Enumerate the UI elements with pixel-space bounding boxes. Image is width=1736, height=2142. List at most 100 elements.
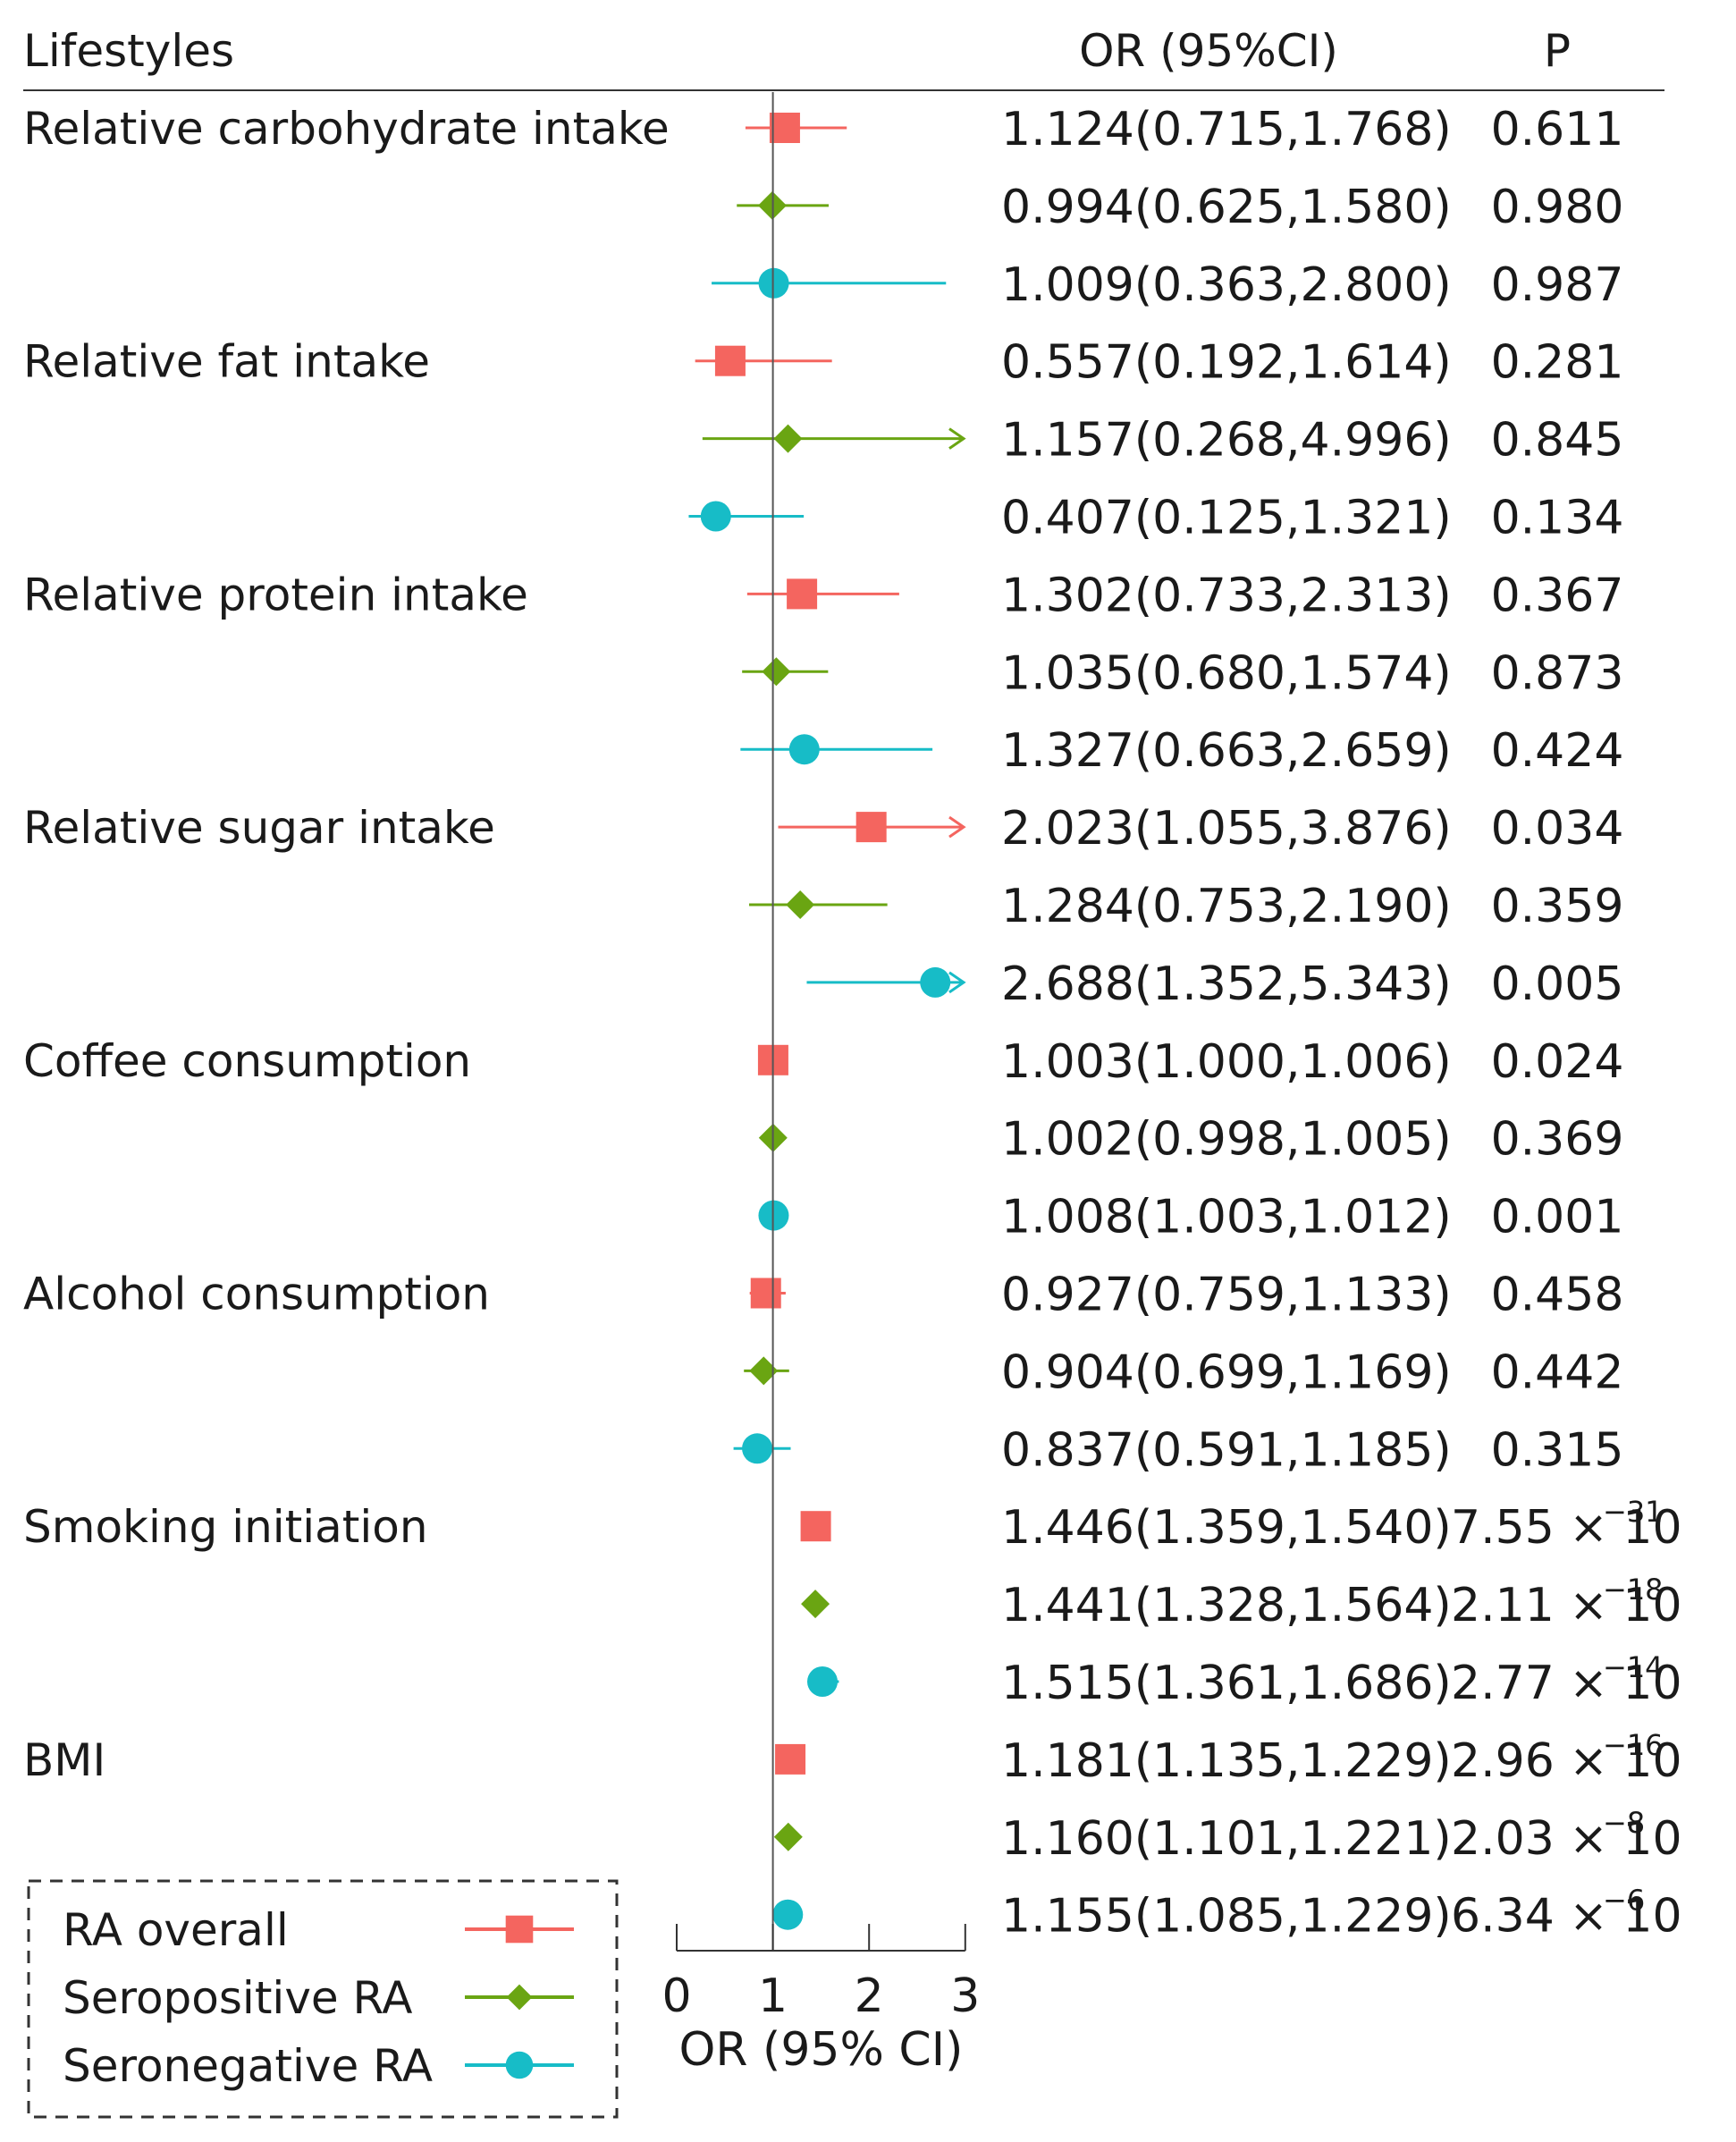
legend: RA overall Seropositive RA Seronegative RA [27,1879,619,2119]
p-value: 0.442 [1491,1345,1624,1399]
p-value: 0.458 [1491,1269,1624,1322]
ci-arrow [948,815,966,839]
or-ci-value: 2.688(1.352,5.343) [1001,957,1452,1011]
header-or-ci: OR (95%CI) [1079,25,1338,77]
or-ci-value: 1.446(1.359,1.540) [1001,1501,1452,1555]
x-tick-label: 2 [855,1969,884,2023]
point-estimate [801,1590,830,1619]
point-estimate [800,1511,831,1542]
p-value: 0.369 [1491,1113,1624,1167]
or-ci-value: 0.904(0.699,1.169) [1001,1345,1452,1399]
or-ci-value: 1.003(1.000,1.006) [1001,1035,1452,1089]
legend-entries: RA overall Seropositive RA Seronegative RA [63,1904,574,2092]
or-ci-value: 1.157(0.268,4.996) [1001,414,1452,468]
or-ci-value: 1.181(1.135,1.229) [1001,1734,1452,1788]
x-tick-label: 0 [662,1969,691,2023]
group-label: Smoking initiation [23,1501,428,1553]
p-exponent: −31 [1603,1495,1664,1529]
or-ci-value: 1.515(1.361,1.686) [1001,1657,1452,1710]
group-label: Relative sugar intake [23,802,495,854]
group-label: Alcohol consumption [23,1269,490,1320]
p-value: 2.96 × 10 [1451,1734,1682,1788]
ci-arrow [948,427,966,450]
p-value: 0.281 [1491,336,1624,390]
p-value: 0.611 [1491,103,1624,156]
p-exponent: −18 [1603,1573,1664,1606]
point-estimate [773,1822,803,1851]
or-ci-value: 0.837(0.591,1.185) [1001,1423,1452,1477]
or-ci-value: 1.155(1.085,1.229) [1001,1890,1452,1944]
point-estimate [772,1899,804,1930]
or-ci-value: 1.327(0.663,2.659) [1001,724,1452,778]
p-exponent: −16 [1603,1728,1664,1762]
rows-layer: Relative carbohydrate intake 1.124(0.715,… [23,103,1682,1944]
legend-label: RA overall [63,1904,289,1956]
p-value: 0.005 [1491,957,1624,1011]
p-value: 0.134 [1491,492,1624,545]
p-value: 0.034 [1491,802,1624,856]
point-estimate [855,812,887,843]
or-ci-value: 0.407(0.125,1.321) [1001,492,1452,545]
or-ci-value: 1.284(0.753,2.190) [1001,880,1452,933]
or-ci-value: 0.994(0.625,1.580) [1001,181,1452,234]
point-estimate [700,501,731,532]
point-estimate [769,113,800,143]
group-label: Relative carbohydrate intake [23,103,670,155]
or-ci-value: 1.002(0.998,1.005) [1001,1113,1452,1167]
group-label: BMI [23,1734,105,1786]
p-value: 0.424 [1491,724,1624,778]
legend-marker [505,2051,534,2079]
legend-label: Seronegative RA [63,2040,433,2092]
point-estimate [786,890,815,919]
or-ci-value: 1.009(0.363,2.800) [1001,258,1452,312]
or-ci-value: 0.557(0.192,1.614) [1001,336,1452,390]
header-p: P [1544,25,1571,77]
point-estimate [742,1433,773,1464]
legend-marker [505,1915,534,1944]
p-value: 0.024 [1491,1035,1624,1089]
p-value: 0.315 [1491,1423,1624,1477]
x-tick-label: 1 [758,1969,788,2023]
point-estimate [749,1356,779,1386]
header-lifestyles: Lifestyles [23,25,234,77]
legend-label: Seropositive RA [63,1972,412,2024]
p-exponent: −14 [1603,1650,1664,1684]
or-ci-value: 2.023(1.055,3.876) [1001,802,1452,856]
p-exponent: −8 [1603,1806,1645,1840]
point-estimate [773,424,803,453]
x-axis-title: OR (95% CI) [678,2023,963,2077]
group-label: Relative fat intake [23,336,430,388]
point-estimate [787,578,818,610]
point-estimate [714,345,746,376]
or-ci-value: 1.302(0.733,2.313) [1001,569,1452,622]
legend-border [27,1879,619,2119]
group-label: Coffee consumption [23,1035,471,1087]
p-value: 0.987 [1491,258,1624,312]
ci-arrow [948,971,966,994]
or-ci-value: 1.160(1.101,1.221) [1001,1812,1452,1866]
point-estimate [807,1666,839,1697]
p-exponent: −6 [1603,1884,1645,1918]
point-estimate [920,966,951,998]
point-estimate [750,1278,781,1309]
or-ci-value: 1.035(0.680,1.574) [1001,646,1452,700]
p-value: 2.03 × 10 [1451,1812,1682,1866]
legend-marker [506,1984,533,2011]
point-estimate [788,734,820,765]
x-tick-label: 3 [950,1969,980,2023]
group-label: Relative protein intake [23,569,528,620]
point-estimate [762,657,791,687]
p-value: 0.001 [1491,1191,1624,1244]
p-value: 7.55 × 10 [1451,1501,1682,1555]
point-estimate [775,1743,806,1775]
or-ci-value: 0.927(0.759,1.133) [1001,1269,1452,1322]
p-value: 0.873 [1491,646,1624,700]
or-ci-value: 1.441(1.328,1.564) [1001,1579,1452,1632]
p-value: 0.359 [1491,880,1624,933]
p-value: 2.11 × 10 [1451,1579,1682,1632]
p-value: 0.845 [1491,414,1624,468]
p-value: 0.367 [1491,569,1624,622]
p-value: 0.980 [1491,181,1624,234]
p-value: 2.77 × 10 [1451,1657,1682,1710]
